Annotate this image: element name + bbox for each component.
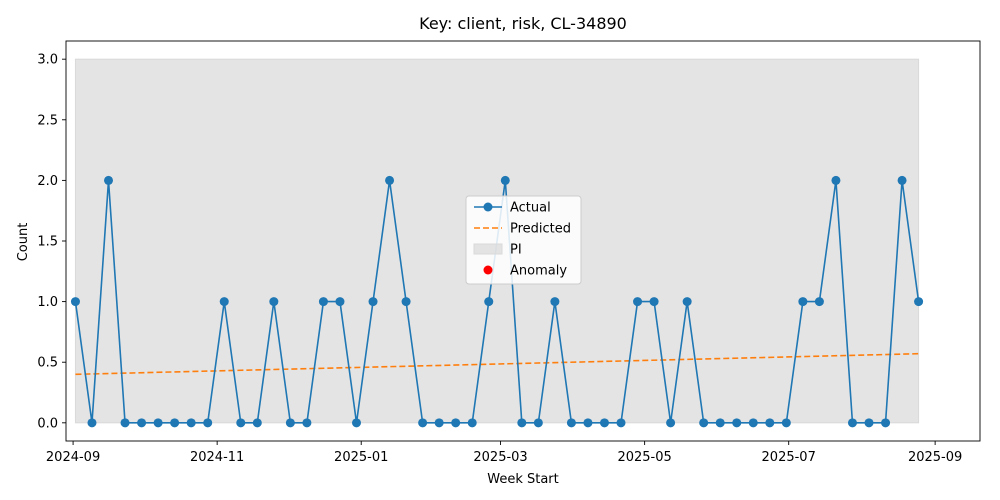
legend-label: PI [510,243,522,258]
actual-point [649,297,659,307]
x-tick-label: 2025-01 [334,450,388,465]
actual-point [583,418,593,428]
actual-point [418,418,428,428]
actual-point [682,297,692,307]
y-tick-label: 1.0 [37,295,58,310]
actual-point [484,297,494,307]
legend-label: Actual [510,201,551,216]
actual-point [847,418,857,428]
actual-point [814,297,824,307]
actual-point [137,418,147,428]
x-tick-label: 2025-03 [473,450,527,465]
legend-box [465,195,582,285]
actual-point [798,297,808,307]
x-tick-label: 2025-05 [617,450,671,465]
actual-point [87,418,97,428]
actual-point [335,297,345,307]
actual-point [566,418,576,428]
legend-handle-anomaly [483,265,493,275]
x-tick-label: 2024-11 [190,450,244,465]
actual-point [881,418,891,428]
x-tick-label: 2025-09 [908,450,962,465]
actual-point [401,297,411,307]
actual-point [517,418,527,428]
y-tick-label: 2.5 [37,113,58,128]
predicted-line [75,352,919,376]
x-tick-label: 2025-07 [762,450,816,465]
y-tick-label: 3.0 [37,53,58,68]
actual-point [285,418,295,428]
y-tick-label: 2.0 [37,174,58,189]
actual-point [666,418,676,428]
actual-point [633,297,643,307]
actual-point [186,418,196,428]
actual-point [252,418,262,428]
actual-point [451,418,461,428]
actual-point [318,297,328,307]
actual-point [897,175,907,185]
actual-point [302,418,312,428]
actual-point [699,418,709,428]
legend-handle-pi [473,243,503,255]
actual-point [467,418,477,428]
actual-point [748,418,758,428]
legend: Actual Predicted PI Anomaly [465,195,582,285]
x-axis-label: Week Start [487,472,559,487]
legend-label: Predicted [510,222,571,237]
y-tick-label: 0.0 [37,416,58,431]
actual-point [236,418,246,428]
actual-point [368,297,378,307]
chart-title: Key: client, risk, CL-34890 [419,14,627,33]
actual-point [781,418,791,428]
actual-point [864,418,874,428]
actual-point [599,418,609,428]
actual-point [732,418,742,428]
legend-label: Anomaly [510,264,567,279]
axes: 0.0 0.5 1.0 1.5 2.0 2.5 3.0 2024-09 2024-11 2025-… [37,40,981,465]
y-tick-label: 0.5 [37,356,58,371]
actual-point [70,297,80,307]
x-tick-label: 2024-09 [46,450,100,465]
actual-point [170,418,180,428]
actual-point [831,175,841,185]
actual-point [351,418,361,428]
legend-marker-actual [483,202,493,212]
actual-point [385,175,395,185]
actual-point [616,418,626,428]
actual-point [153,418,163,428]
actual-point [434,418,444,428]
actual-point [104,175,114,185]
actual-point [765,418,775,428]
actual-point [219,297,229,307]
actual-point [269,297,279,307]
actual-point [550,297,560,307]
actual-point [914,297,924,307]
actual-point [533,418,543,428]
y-tick-label: 1.5 [37,235,58,250]
actual-point [203,418,213,428]
actual-point [500,175,510,185]
y-axis-label: Count [16,223,31,262]
actual-point [120,418,130,428]
actual-point [715,418,725,428]
